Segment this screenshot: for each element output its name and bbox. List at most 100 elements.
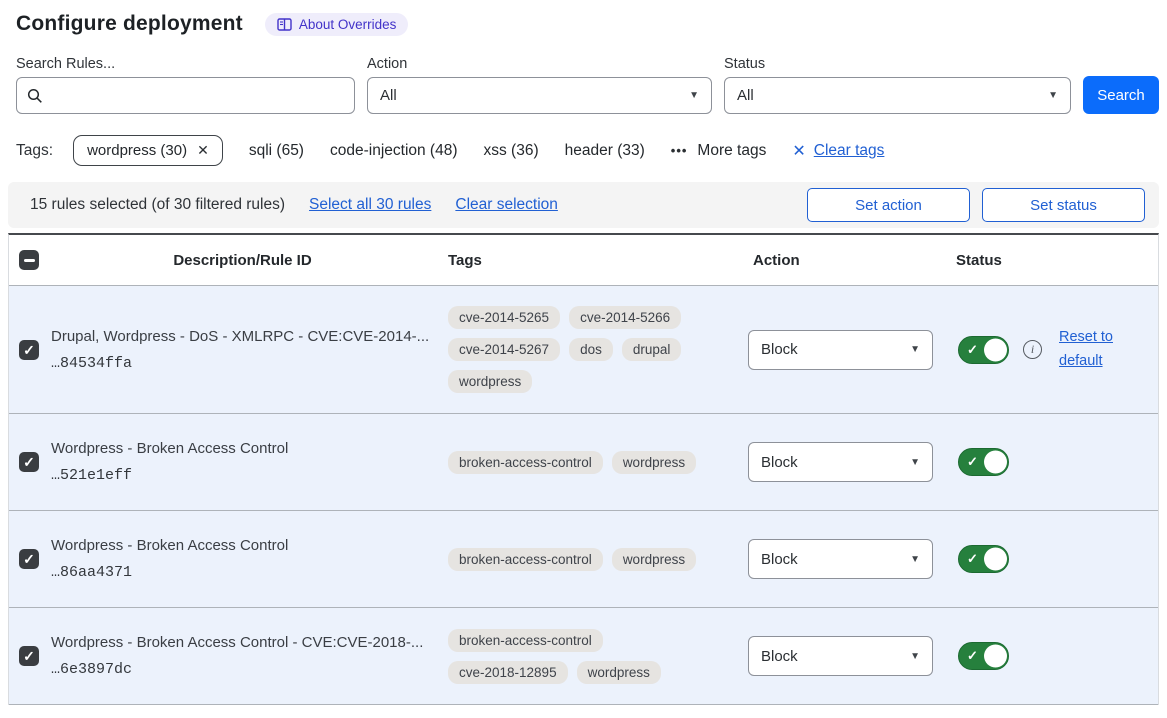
tag-xss[interactable]: xss (36) <box>483 141 539 159</box>
rule-id: …6e3897dc <box>51 661 133 678</box>
check-icon: ✓ <box>967 341 978 357</box>
toggle-knob <box>983 644 1007 668</box>
table-row: ✓ Wordpress - Broken Access Control …86a… <box>9 510 1158 607</box>
filter-bar: Search Rules... Action All ▼ Status All … <box>8 36 1159 114</box>
row-checkbox[interactable]: ✓ <box>19 549 39 569</box>
toggle-knob <box>983 547 1007 571</box>
select-all-checkbox[interactable] <box>19 250 39 270</box>
set-action-button[interactable]: Set action <box>807 188 970 222</box>
row-checkbox[interactable]: ✓ <box>19 452 39 472</box>
tag-pill: cve-2014-5266 <box>569 306 682 329</box>
clear-tags-button[interactable]: ✕ Clear tags <box>792 141 884 161</box>
rule-description: Wordpress - Broken Access Control <box>51 440 289 457</box>
rule-tags: broken-access-control cve-2018-12895 wor… <box>448 628 720 684</box>
check-icon: ✓ <box>23 551 35 567</box>
search-box <box>16 77 355 114</box>
rule-tags: broken-access-control wordpress <box>448 450 720 474</box>
check-icon: ✓ <box>967 454 978 469</box>
toggle-knob <box>983 338 1007 361</box>
check-icon: ✓ <box>23 341 35 358</box>
table-header-row: Description/Rule ID Tags Action Status <box>9 235 1158 285</box>
check-icon: ✓ <box>23 648 35 664</box>
selection-summary: 15 rules selected (of 30 filtered rules) <box>30 196 286 213</box>
rule-tags: cve-2014-5265 cve-2014-5266 cve-2014-526… <box>448 306 720 393</box>
rule-id: …84534ffa <box>51 354 133 372</box>
status-toggle[interactable]: ✓ <box>958 545 1009 573</box>
action-value: Block <box>761 647 798 665</box>
set-status-button[interactable]: Set status <box>982 188 1145 222</box>
rule-description: Drupal, Wordpress - DoS - XMLRPC - CVE:C… <box>51 327 430 345</box>
tag-pill: dos <box>569 338 613 361</box>
page-title: Configure deployment <box>16 12 243 35</box>
status-filter-value: All <box>737 87 754 104</box>
clear-tags-label: Clear tags <box>813 141 885 159</box>
column-header-tags: Tags <box>448 251 482 269</box>
caret-down-icon: ▼ <box>910 344 920 355</box>
selection-bar: 15 rules selected (of 30 filtered rules)… <box>8 182 1159 228</box>
search-button[interactable]: Search <box>1083 76 1159 114</box>
table-row: ✓ Wordpress - Broken Access Control - CV… <box>9 607 1158 704</box>
rule-id: …86aa4371 <box>51 564 133 581</box>
search-icon <box>27 88 42 103</box>
search-input[interactable] <box>51 87 344 104</box>
status-filter-select[interactable]: All ▼ <box>724 77 1071 114</box>
action-value: Block <box>761 453 798 471</box>
caret-down-icon: ▼ <box>910 456 920 468</box>
about-overrides-label: About Overrides <box>298 16 397 32</box>
toggle-knob <box>983 450 1007 474</box>
tag-pill: broken-access-control <box>448 450 603 474</box>
tag-pill: wordpress <box>611 547 697 571</box>
tag-sqli[interactable]: sqli (65) <box>248 141 304 159</box>
row-checkbox[interactable]: ✓ <box>19 646 39 666</box>
more-tags-label: More tags <box>697 141 767 159</box>
action-value: Block <box>761 341 798 358</box>
tag-pill: wordpress <box>611 450 697 474</box>
row-checkbox[interactable]: ✓ <box>19 339 39 360</box>
about-overrides-badge[interactable]: About Overrides <box>264 12 409 36</box>
reset-to-default-link[interactable]: Reset to default <box>1059 328 1113 369</box>
check-icon: ✓ <box>967 648 978 663</box>
remove-tag-icon[interactable]: ✕ <box>197 142 209 158</box>
action-select[interactable]: Block ▼ <box>748 442 933 482</box>
status-toggle[interactable]: ✓ <box>958 335 1009 364</box>
column-header-description: Description/Rule ID <box>173 251 312 269</box>
action-select[interactable]: Block ▼ <box>748 539 933 579</box>
info-icon[interactable]: i <box>1023 340 1042 359</box>
tag-header[interactable]: header (33) <box>564 141 645 159</box>
tag-pill: broken-access-control <box>448 547 603 571</box>
check-icon: ✓ <box>23 454 35 470</box>
more-tags-button[interactable]: ••• More tags <box>671 142 767 160</box>
tags-bar: Tags: wordpress (30) ✕ sqli (65) code-in… <box>8 114 1159 166</box>
rule-id: …521e1eff <box>51 467 133 484</box>
clear-selection-link[interactable]: Clear selection <box>455 196 558 213</box>
caret-down-icon: ▼ <box>910 650 920 662</box>
table-bottom-border <box>9 704 1158 705</box>
action-filter-label: Action <box>367 56 408 72</box>
tags-label: Tags: <box>16 141 54 159</box>
indeterminate-icon <box>23 258 35 262</box>
action-filter-select[interactable]: All ▼ <box>367 77 712 114</box>
rules-table: Description/Rule ID Tags Action Status ✓… <box>8 233 1159 705</box>
caret-down-icon: ▼ <box>1048 90 1058 101</box>
caret-down-icon: ▼ <box>910 553 920 565</box>
tag-pill: wordpress <box>448 370 533 393</box>
status-filter: Status All ▼ <box>724 56 1071 114</box>
action-select[interactable]: Block ▼ <box>748 636 933 676</box>
check-icon: ✓ <box>967 551 978 566</box>
caret-down-icon: ▼ <box>689 90 699 101</box>
status-toggle[interactable]: ✓ <box>958 642 1009 670</box>
column-header-status: Status <box>956 251 1002 269</box>
tag-pill: wordpress <box>576 660 661 684</box>
tag-pill: cve-2014-5267 <box>448 338 561 361</box>
select-all-rules-link[interactable]: Select all 30 rules <box>309 196 432 213</box>
header-checkbox-cell <box>9 235 51 285</box>
table-row: ✓ Drupal, Wordpress - DoS - XMLRPC - CVE… <box>9 285 1158 413</box>
action-filter: Action All ▼ <box>367 56 712 114</box>
tag-code-injection[interactable]: code-injection (48) <box>329 141 458 159</box>
tag-pill: drupal <box>621 338 682 361</box>
status-toggle[interactable]: ✓ <box>958 448 1009 476</box>
page-header: Configure deployment About Overrides <box>8 0 1159 36</box>
selected-tag-wordpress[interactable]: wordpress (30) ✕ <box>73 135 223 166</box>
action-select[interactable]: Block ▼ <box>748 329 933 370</box>
